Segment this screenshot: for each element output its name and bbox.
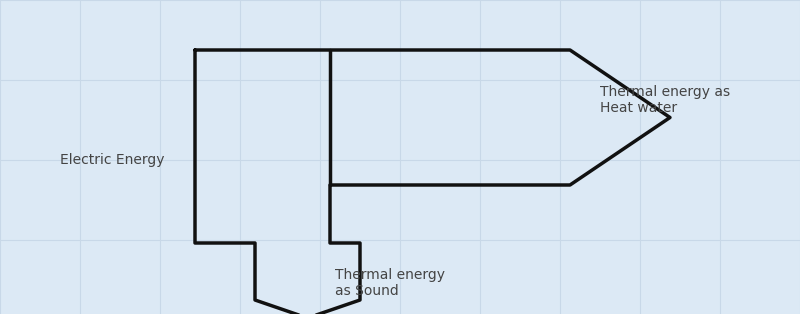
Text: Electric Energy: Electric Energy: [60, 153, 165, 167]
Text: Thermal energy
as Sound: Thermal energy as Sound: [335, 268, 445, 298]
Text: Thermal energy as
Heat water: Thermal energy as Heat water: [600, 85, 730, 115]
